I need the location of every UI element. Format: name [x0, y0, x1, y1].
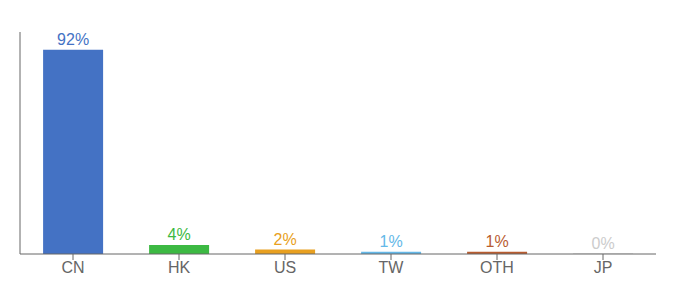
svg-text:US: US — [274, 259, 296, 276]
svg-text:1%: 1% — [380, 233, 403, 250]
svg-text:92%: 92% — [57, 31, 89, 48]
svg-text:1%: 1% — [486, 233, 509, 250]
svg-text:JP: JP — [594, 259, 613, 276]
svg-text:2%: 2% — [274, 231, 297, 248]
svg-text:0%: 0% — [592, 235, 615, 252]
svg-text:TW: TW — [379, 259, 405, 276]
svg-text:HK: HK — [168, 259, 191, 276]
svg-text:OTH: OTH — [480, 259, 514, 276]
svg-text:4%: 4% — [168, 226, 191, 243]
svg-text:CN: CN — [61, 259, 84, 276]
